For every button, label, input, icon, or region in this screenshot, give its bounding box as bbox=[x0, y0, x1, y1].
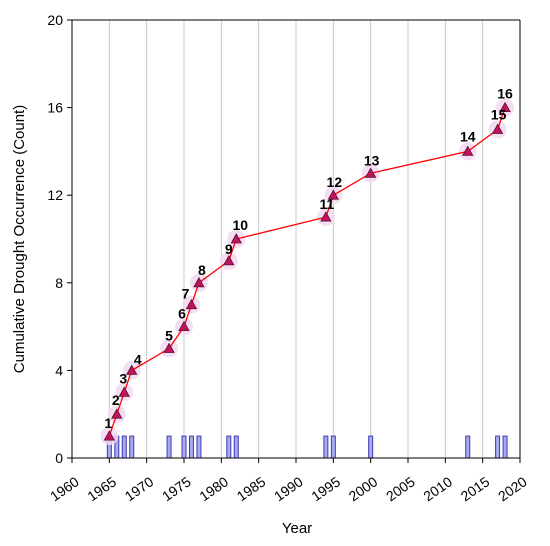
data-label: 15 bbox=[491, 107, 507, 123]
x-axis-title: Year bbox=[282, 520, 312, 537]
triangle-marker bbox=[230, 233, 242, 244]
y-tick-label: 16 bbox=[47, 100, 63, 116]
occurrence-bars bbox=[106, 435, 508, 459]
triangle-marker bbox=[163, 342, 175, 353]
data-label: 10 bbox=[232, 217, 248, 233]
triangle-marker bbox=[126, 364, 138, 375]
y-tick-label: 8 bbox=[55, 275, 63, 291]
data-label: 13 bbox=[364, 152, 380, 168]
occurrence-bar bbox=[465, 435, 471, 459]
occurrence-bar bbox=[330, 435, 336, 459]
triangle-marker bbox=[178, 320, 190, 332]
data-label: 14 bbox=[460, 128, 476, 144]
data-label: 2 bbox=[112, 392, 120, 408]
x-tick-label: 1975 bbox=[159, 473, 194, 504]
x-tick-label: 2010 bbox=[420, 473, 455, 504]
occurrence-bar bbox=[502, 435, 508, 459]
y-tick-label: 20 bbox=[47, 12, 63, 28]
occurrence-bar bbox=[226, 435, 232, 459]
occurrence-bar bbox=[196, 435, 202, 459]
occurrence-bar bbox=[188, 435, 194, 459]
x-tick-label: 1980 bbox=[196, 473, 231, 504]
triangle-marker bbox=[327, 189, 340, 200]
data-label: 9 bbox=[225, 241, 233, 257]
triangle-marker bbox=[193, 276, 205, 288]
triangle-marker bbox=[111, 408, 123, 419]
x-tick-label: 2005 bbox=[383, 473, 418, 504]
data-label: 11 bbox=[319, 196, 334, 212]
grid-lines bbox=[108, 20, 484, 458]
triangle-marker bbox=[103, 430, 116, 441]
x-tick-label: 2000 bbox=[346, 473, 381, 504]
data-label: 8 bbox=[198, 262, 206, 278]
x-tick-label: 2020 bbox=[495, 473, 530, 504]
triangle-marker bbox=[364, 167, 377, 178]
x-tick-label: 1960 bbox=[47, 473, 82, 504]
occurrence-bar bbox=[495, 435, 501, 459]
triangle-marker bbox=[462, 145, 474, 156]
triangle-marker bbox=[499, 101, 511, 112]
triangle-marker bbox=[320, 211, 332, 222]
data-label: 16 bbox=[497, 86, 513, 102]
occurrence-bar bbox=[368, 435, 374, 459]
x-tick-label: 2015 bbox=[458, 473, 493, 504]
cumulative-line bbox=[108, 107, 506, 437]
y-tick-label: 4 bbox=[55, 362, 63, 378]
cumulative-line-layer bbox=[100, 98, 515, 446]
data-label: 1 bbox=[104, 415, 112, 431]
x-tick-label: 1995 bbox=[308, 473, 343, 504]
triangle-marker bbox=[491, 123, 504, 134]
y-axis-title: Cumulative Drought Occurrence (Count) bbox=[11, 105, 28, 373]
occurrence-bar bbox=[166, 435, 172, 459]
occurrence-bar bbox=[233, 435, 239, 459]
data-label: 4 bbox=[134, 351, 142, 367]
occurrence-bar bbox=[129, 435, 135, 459]
triangle-marker bbox=[118, 386, 130, 397]
data-label: 12 bbox=[327, 174, 343, 190]
data-label: 7 bbox=[182, 286, 190, 302]
occurrence-bar bbox=[181, 435, 187, 459]
triangle-marker bbox=[185, 298, 198, 310]
x-tick-label: 1990 bbox=[271, 473, 306, 504]
data-label: 3 bbox=[119, 370, 127, 386]
x-tick-label: 1985 bbox=[234, 473, 269, 504]
data-label: 6 bbox=[178, 306, 186, 322]
x-tick-label: 1965 bbox=[84, 473, 119, 504]
y-tick-label: 12 bbox=[47, 187, 63, 203]
y-tick-label: 0 bbox=[55, 450, 63, 466]
x-tick-label: 1970 bbox=[122, 473, 157, 504]
data-label: 5 bbox=[165, 328, 173, 344]
occurrence-bar bbox=[121, 435, 127, 459]
occurrence-bar bbox=[323, 435, 329, 459]
triangle-marker bbox=[223, 255, 235, 266]
